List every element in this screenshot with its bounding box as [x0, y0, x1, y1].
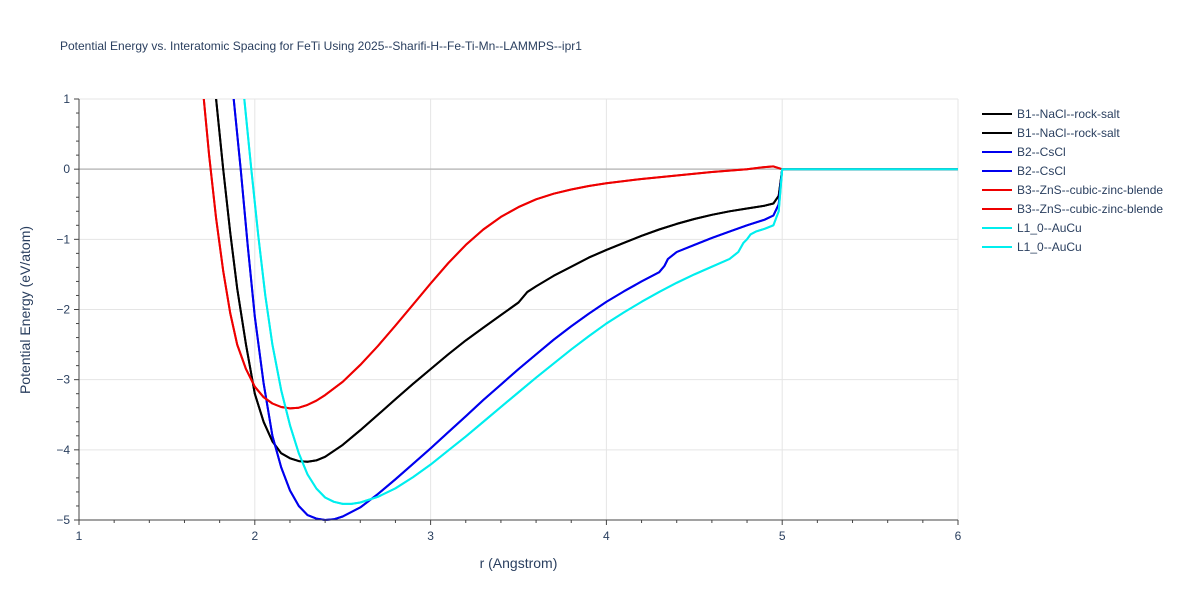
axes-layer: 1 2 3 4 5 6 1 0 −1 −2 −3 −4 −5	[56, 92, 961, 543]
x-tick-label: 4	[603, 529, 610, 543]
legend[interactable]: B1--NaCl--rock-salt B1--NaCl--rock-salt B2…	[982, 107, 1163, 254]
series-line-6	[202, 99, 958, 410]
legend-item[interactable]: B1--NaCl--rock-salt	[982, 126, 1120, 140]
x-axis-title: r (Angstrom)	[480, 555, 558, 571]
grid-layer	[79, 98, 959, 520]
legend-item[interactable]: B2--CsCl	[982, 145, 1066, 159]
x-tick-label: 5	[779, 529, 786, 543]
y-tick-label: −3	[56, 373, 70, 387]
x-tick-label: 3	[427, 529, 434, 543]
legend-item[interactable]: B1--NaCl--rock-salt	[982, 107, 1120, 121]
legend-label: B2--CsCl	[1017, 164, 1066, 178]
legend-item[interactable]: L1_0--AuCu	[982, 221, 1082, 235]
x-tick-label: 2	[251, 529, 258, 543]
y-tick-label: −5	[56, 513, 70, 527]
y-tick-label: −4	[56, 443, 70, 457]
legend-item[interactable]: B3--ZnS--cubic-zinc-blende	[982, 183, 1163, 197]
y-tick-label: 0	[63, 162, 70, 176]
legend-label: B3--ZnS--cubic-zinc-blende	[1017, 202, 1163, 216]
y-tick-label: −2	[56, 303, 70, 317]
chart-title: Potential Energy vs. Interatomic Spacing…	[60, 39, 582, 53]
legend-item[interactable]: L1_0--AuCu	[982, 240, 1082, 254]
legend-label: L1_0--AuCu	[1017, 221, 1082, 235]
y-axis-title: Potential Energy (eV/atom)	[17, 226, 33, 394]
series-line-4	[232, 99, 958, 521]
y-tick-label: −1	[56, 232, 70, 246]
x-tick-label: 1	[76, 529, 83, 543]
legend-label: B1--NaCl--rock-salt	[1017, 126, 1120, 140]
legend-item[interactable]: B2--CsCl	[982, 164, 1066, 178]
y-tick-label: 1	[63, 92, 70, 106]
legend-label: L1_0--AuCu	[1017, 240, 1082, 254]
legend-label: B1--NaCl--rock-salt	[1017, 107, 1120, 121]
legend-label: B2--CsCl	[1017, 145, 1066, 159]
x-tick-label: 6	[955, 529, 962, 543]
series-layer	[202, 99, 958, 521]
legend-label: B3--ZnS--cubic-zinc-blende	[1017, 183, 1163, 197]
series-line-8	[243, 99, 958, 505]
legend-item[interactable]: B3--ZnS--cubic-zinc-blende	[982, 202, 1163, 216]
